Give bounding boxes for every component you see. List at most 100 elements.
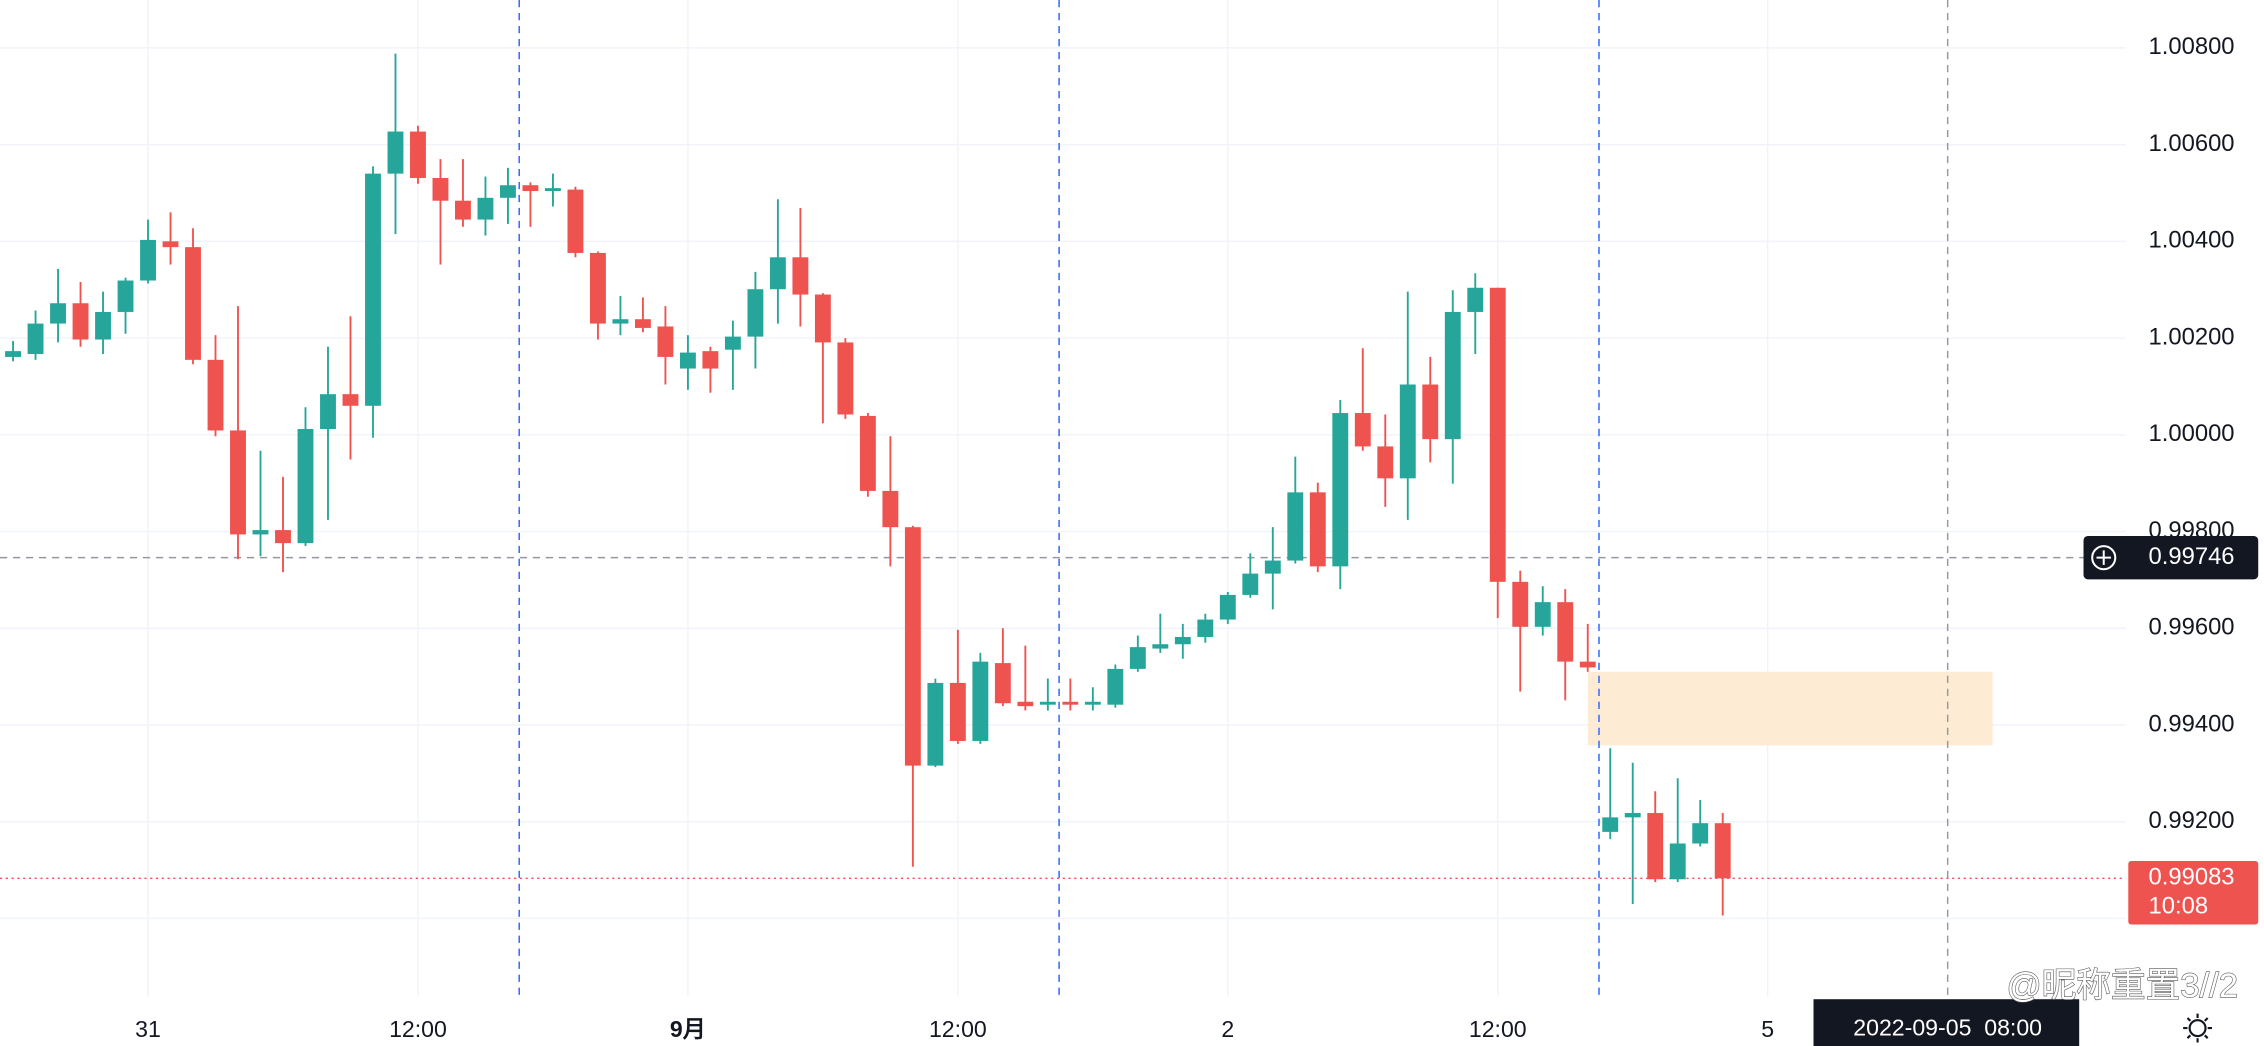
- candle-body: [1129, 647, 1146, 669]
- candle-body: [747, 289, 764, 337]
- candle-body: [230, 430, 246, 535]
- crosshair-price-label: 0.99746: [2148, 543, 2234, 570]
- candle-body: [994, 663, 1011, 704]
- candle-body: [50, 303, 66, 324]
- candle-body: [814, 294, 831, 343]
- candle-body: [140, 239, 156, 281]
- x-tick-label: 5: [1761, 1016, 1774, 1042]
- countdown-label: 10:08: [2148, 892, 2208, 919]
- last-price-label: 0.99083: [2148, 864, 2234, 891]
- candle-body: [949, 682, 966, 741]
- candle-body: [1062, 701, 1079, 705]
- candle-body: [455, 200, 471, 220]
- x-tick-label: 9月: [670, 1016, 706, 1042]
- candle-body: [1287, 492, 1304, 561]
- candle-body: [275, 530, 291, 544]
- candle-body: [522, 185, 539, 192]
- candle-body: [1264, 560, 1281, 574]
- candle-body: [1332, 413, 1349, 567]
- candle-body: [1422, 384, 1439, 440]
- candle-body: [1714, 823, 1731, 879]
- candle-body: [5, 351, 21, 357]
- candle-body: [1624, 813, 1641, 818]
- candle-body: [837, 342, 854, 415]
- candle-body: [27, 323, 44, 355]
- candle-body: [724, 336, 741, 350]
- candle-body: [1309, 492, 1326, 567]
- x-tick-label: 31: [135, 1016, 161, 1042]
- candle-body: [972, 661, 989, 741]
- candle-body: [410, 131, 426, 178]
- candle-body: [1084, 701, 1101, 705]
- x-tick-label: 12:00: [929, 1016, 987, 1042]
- x-tick-label: 2: [1221, 1016, 1234, 1042]
- candle-body: [1242, 573, 1259, 595]
- candle-body: [117, 280, 134, 312]
- candle-body: [1174, 636, 1191, 645]
- y-tick-label: 1.00000: [2148, 420, 2234, 447]
- candle-body: [1669, 843, 1686, 880]
- candle-body: [769, 257, 786, 290]
- y-tick-label: 0.99600: [2148, 614, 2234, 641]
- candle-body: [1197, 619, 1214, 637]
- candle-body: [702, 351, 719, 369]
- candle-body: [1399, 384, 1416, 479]
- candle-body: [567, 189, 584, 253]
- candle-body: [297, 429, 314, 544]
- candle-body: [365, 173, 381, 406]
- candle-body: [1467, 287, 1484, 312]
- candle-body: [432, 177, 449, 201]
- candle-body: [1039, 701, 1056, 705]
- y-tick-label: 1.00200: [2148, 323, 2234, 350]
- candle-body: [342, 394, 359, 406]
- candle-body: [1534, 602, 1551, 627]
- candle-body: [634, 319, 651, 328]
- y-tick-label: 1.00800: [2148, 33, 2234, 60]
- y-tick-label: 0.99200: [2148, 807, 2234, 834]
- candle-body: [657, 326, 674, 357]
- candle-body: [72, 303, 89, 340]
- crosshair-time-label: 2022-09-05 08:00: [1853, 1015, 2042, 1041]
- crosshair-price-box: [2083, 535, 2259, 580]
- candle-body: [477, 197, 494, 220]
- candle-body: [589, 252, 606, 324]
- candle-body: [185, 247, 201, 360]
- candle-body: [1377, 446, 1394, 479]
- candle-body: [1557, 602, 1574, 662]
- candle-body: [859, 415, 876, 491]
- candle-body: [1219, 594, 1236, 620]
- x-tick-label: 12:00: [389, 1016, 447, 1042]
- x-tick-label: 12:00: [1469, 1016, 1527, 1042]
- candle-body: [545, 188, 561, 192]
- y-tick-label: 0.99400: [2148, 710, 2234, 737]
- candle-body: [1579, 661, 1596, 668]
- candle-body: [1017, 701, 1034, 707]
- candle-body: [1647, 813, 1664, 880]
- candle-body: [1489, 287, 1506, 582]
- candle-body: [1107, 668, 1124, 705]
- candle-body: [207, 359, 224, 431]
- settings-icon[interactable]: [2183, 1013, 2213, 1043]
- candle-body: [904, 527, 921, 766]
- y-tick-label: 1.00600: [2148, 130, 2234, 157]
- candle-body: [1602, 817, 1619, 832]
- candle-body: [1152, 644, 1169, 649]
- candle-body: [882, 490, 899, 528]
- candle-body: [1354, 413, 1371, 447]
- candle-body: [792, 257, 809, 295]
- candle-body: [320, 394, 336, 430]
- watermark: @昵称重置3//2: [2007, 967, 2239, 1005]
- candle-body: [612, 319, 629, 324]
- candle-body: [679, 352, 696, 369]
- candle-body: [1512, 581, 1529, 627]
- candle-body: [927, 682, 944, 766]
- last-price-box: [2128, 860, 2259, 925]
- add-icon: [2091, 545, 2117, 571]
- y-tick-label: 1.00400: [2148, 227, 2234, 254]
- add-icon-plus: [2096, 550, 2111, 565]
- candle-body: [387, 131, 404, 174]
- crosshair-time-box: [1813, 999, 2080, 1046]
- zone: [1587, 671, 1993, 746]
- candle-body: [1692, 823, 1709, 844]
